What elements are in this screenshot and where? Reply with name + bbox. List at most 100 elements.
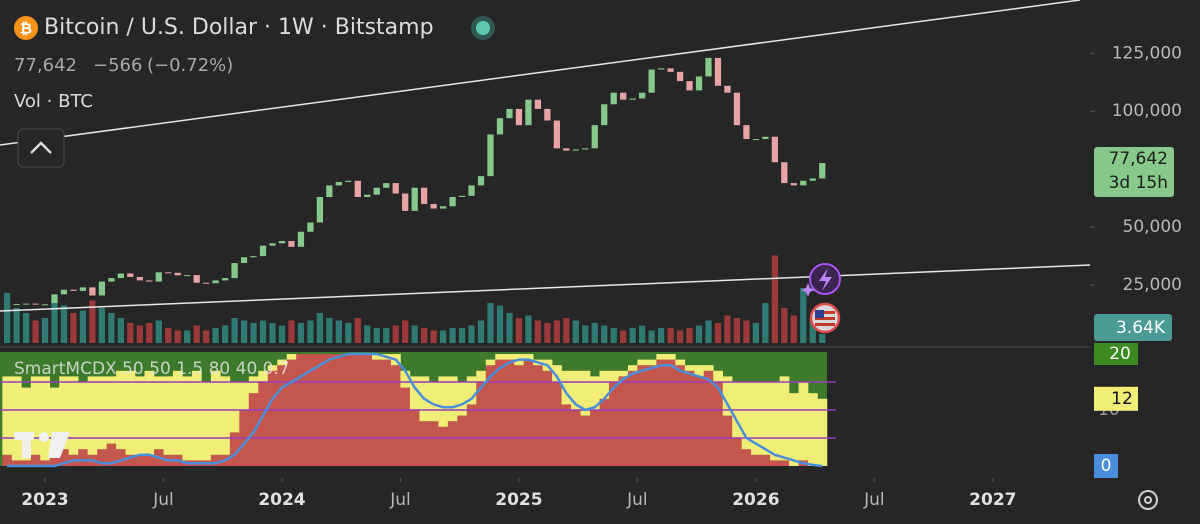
candle — [506, 108, 513, 119]
indicator-bar — [11, 376, 22, 461]
indicator-bar — [627, 370, 638, 466]
indicator-bar — [144, 370, 155, 455]
candle — [221, 278, 229, 281]
indicator-bar — [419, 421, 430, 466]
volume-bar — [477, 320, 485, 343]
candle — [705, 57, 712, 77]
candle — [610, 92, 617, 105]
volume-bar — [184, 330, 191, 343]
volume-bar — [136, 325, 143, 343]
logo-part — [39, 432, 49, 442]
y-tick-label: 25,000 — [1123, 275, 1182, 295]
candle — [32, 303, 39, 305]
candle — [364, 194, 371, 197]
candle — [752, 139, 760, 141]
indicator-bar — [21, 460, 32, 466]
candle — [392, 183, 399, 194]
indicator-bar — [258, 382, 269, 466]
indicator-bar — [646, 365, 657, 466]
logo-part — [48, 432, 70, 458]
candle — [354, 180, 361, 197]
symbol-title: Bitcoin / U.S. Dollar · 1W · Bitstamp — [44, 15, 434, 40]
candle — [155, 272, 162, 282]
indicator-bar — [135, 376, 145, 455]
indicator-bar — [514, 365, 524, 466]
candle — [383, 183, 390, 188]
volume-bar — [667, 328, 674, 343]
indicator-bar — [789, 393, 799, 466]
candle — [620, 92, 627, 100]
indicator-bar — [713, 382, 724, 466]
volume-bar — [553, 320, 560, 343]
candle — [193, 275, 200, 283]
indicator-bar — [694, 376, 705, 466]
indicator-top-label: 20 — [1109, 344, 1131, 364]
candle — [800, 180, 807, 186]
candle — [278, 241, 286, 244]
bitcoin-icon — [14, 16, 38, 40]
indicator-bar — [144, 454, 155, 466]
indicator-bar — [447, 376, 458, 422]
indicator-bar — [372, 354, 382, 360]
indicator-bar — [580, 415, 591, 466]
indicator-bar — [400, 370, 411, 388]
volume-label-box — [1094, 314, 1172, 341]
tv-logo — [14, 432, 70, 458]
indicator-bar — [504, 354, 515, 360]
indicator-bar — [267, 370, 278, 466]
volume-bar — [231, 318, 238, 343]
indicator-bar — [684, 365, 695, 371]
volume-bar — [506, 313, 513, 343]
candle — [13, 304, 20, 306]
settings-icon[interactable] — [1138, 490, 1158, 510]
candle — [724, 85, 731, 93]
volume-bar — [724, 315, 731, 343]
indicator-bar — [97, 376, 107, 450]
candle — [601, 104, 608, 126]
volume-bar — [487, 303, 494, 343]
volume-last-label: 3.64K — [1116, 318, 1166, 338]
line-value-box — [1094, 454, 1118, 478]
volume-bar — [601, 325, 608, 343]
volume-bar — [108, 313, 115, 343]
collapse-button[interactable] — [17, 128, 65, 168]
indicator-bar — [779, 376, 790, 461]
volume-bar — [392, 325, 399, 343]
flag-canton — [815, 310, 824, 318]
trend-line-lower — [0, 264, 1091, 312]
indicator-bar — [210, 454, 221, 466]
volume-bar — [733, 318, 741, 343]
volume-bar — [762, 303, 769, 343]
indicator-bar — [703, 370, 714, 466]
y-tick-label: 50,000 — [1123, 217, 1182, 237]
indicator-bar — [21, 387, 32, 461]
indicator-bar — [760, 382, 771, 455]
candle — [714, 57, 722, 86]
indicator-top-box — [1094, 343, 1138, 365]
candle — [762, 136, 769, 140]
candle — [676, 71, 684, 82]
lightning-glyph — [819, 268, 832, 291]
indicator-bar — [770, 382, 780, 461]
volume-bar — [316, 313, 324, 343]
volume-bar — [534, 320, 542, 343]
volume-bar — [496, 305, 504, 343]
indicator-bar — [438, 426, 449, 466]
volume-bar — [174, 330, 181, 343]
indicator-bar — [703, 365, 714, 371]
indicator-bar — [590, 376, 600, 410]
volume-bar — [771, 255, 778, 343]
indicator-bar — [182, 376, 193, 461]
volume-bar — [591, 323, 598, 343]
candle — [231, 263, 238, 279]
candle — [212, 280, 219, 284]
candle — [468, 185, 475, 196]
indicator-bar — [248, 376, 259, 394]
candle — [70, 289, 77, 291]
volume-bar — [819, 333, 826, 343]
candle — [667, 68, 674, 72]
candle — [591, 125, 598, 149]
flag-stripe — [815, 323, 835, 326]
indicator-bar — [220, 376, 231, 455]
volume-bar — [468, 325, 475, 343]
